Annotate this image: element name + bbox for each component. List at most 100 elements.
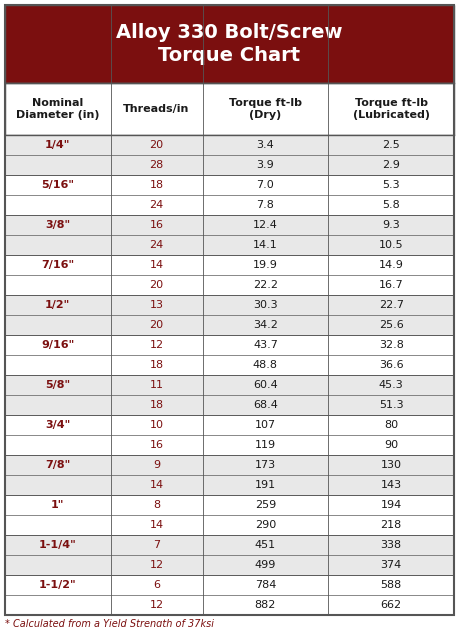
- Text: 194: 194: [381, 500, 402, 510]
- Text: 32.8: 32.8: [379, 340, 403, 350]
- Text: 5.3: 5.3: [382, 180, 400, 190]
- Text: 119: 119: [255, 440, 276, 450]
- Text: 882: 882: [255, 600, 276, 610]
- Bar: [5, 5, 454, 83]
- Bar: [5, 235, 454, 255]
- Bar: [5, 355, 454, 375]
- Text: 16.7: 16.7: [379, 280, 403, 290]
- Text: 191: 191: [255, 480, 276, 490]
- Text: 18: 18: [150, 400, 163, 410]
- Text: 3.9: 3.9: [257, 160, 274, 170]
- Text: 14: 14: [150, 260, 163, 270]
- Text: 3/4": 3/4": [45, 420, 70, 430]
- Text: 48.8: 48.8: [253, 360, 278, 370]
- Text: 784: 784: [255, 580, 276, 590]
- Text: 7/8": 7/8": [45, 460, 70, 470]
- Bar: [5, 195, 454, 215]
- Text: 499: 499: [255, 560, 276, 570]
- Text: 8: 8: [153, 500, 160, 510]
- Text: Alloy 330 Bolt/Screw
Torque Chart: Alloy 330 Bolt/Screw Torque Chart: [116, 23, 343, 65]
- Bar: [5, 515, 454, 535]
- Text: 24: 24: [150, 240, 164, 250]
- Text: 10.5: 10.5: [379, 240, 403, 250]
- Text: 13: 13: [150, 300, 163, 310]
- Text: 68.4: 68.4: [253, 400, 278, 410]
- Bar: [5, 395, 454, 415]
- Text: 3/8": 3/8": [45, 220, 70, 230]
- Text: 5/8": 5/8": [45, 380, 70, 390]
- Text: 20: 20: [150, 280, 163, 290]
- Bar: [5, 275, 454, 295]
- Text: 7.8: 7.8: [257, 200, 274, 210]
- Text: 107: 107: [255, 420, 276, 430]
- Bar: [5, 315, 454, 335]
- Bar: [5, 215, 454, 235]
- Text: 24: 24: [150, 200, 164, 210]
- Bar: [5, 575, 454, 595]
- Bar: [5, 83, 454, 135]
- Text: 28: 28: [150, 160, 164, 170]
- Text: 7: 7: [153, 540, 160, 550]
- Bar: [5, 535, 454, 555]
- Text: Nominal
Diameter (in): Nominal Diameter (in): [16, 98, 100, 120]
- Text: 1/2": 1/2": [45, 300, 70, 310]
- Bar: [5, 555, 454, 575]
- Text: 9: 9: [153, 460, 160, 470]
- Text: 5.8: 5.8: [382, 200, 400, 210]
- Text: 16: 16: [150, 440, 163, 450]
- Text: 20: 20: [150, 320, 163, 330]
- Text: 22.2: 22.2: [253, 280, 278, 290]
- Bar: [5, 175, 454, 195]
- Text: 43.7: 43.7: [253, 340, 278, 350]
- Text: 7.0: 7.0: [257, 180, 274, 190]
- Text: 12: 12: [150, 340, 163, 350]
- Text: 259: 259: [255, 500, 276, 510]
- Text: 25.6: 25.6: [379, 320, 403, 330]
- Text: Torque ft-lb
(Dry): Torque ft-lb (Dry): [229, 98, 302, 120]
- Text: 30.3: 30.3: [253, 300, 278, 310]
- Text: 14: 14: [150, 480, 163, 490]
- Text: 218: 218: [381, 520, 402, 530]
- Text: 36.6: 36.6: [379, 360, 403, 370]
- Text: 1-1/4": 1-1/4": [39, 540, 77, 550]
- Bar: [5, 155, 454, 175]
- Text: 22.7: 22.7: [379, 300, 403, 310]
- Text: 51.3: 51.3: [379, 400, 403, 410]
- Text: Torque ft-lb
(Lubricated): Torque ft-lb (Lubricated): [353, 98, 430, 120]
- Text: 60.4: 60.4: [253, 380, 278, 390]
- Text: 20: 20: [150, 140, 163, 150]
- Bar: [5, 595, 454, 615]
- Text: 5/16": 5/16": [41, 180, 74, 190]
- Text: 9/16": 9/16": [41, 340, 74, 350]
- Text: 2.9: 2.9: [382, 160, 400, 170]
- Bar: [5, 375, 454, 395]
- Bar: [5, 335, 454, 355]
- Text: 1/4": 1/4": [45, 140, 70, 150]
- Text: 34.2: 34.2: [253, 320, 278, 330]
- Bar: [5, 415, 454, 435]
- Text: 12: 12: [150, 560, 163, 570]
- Text: 14: 14: [150, 520, 163, 530]
- Text: 12: 12: [150, 600, 163, 610]
- Text: 2.5: 2.5: [382, 140, 400, 150]
- Text: 14.9: 14.9: [379, 260, 403, 270]
- Text: 290: 290: [255, 520, 276, 530]
- Text: 12.4: 12.4: [253, 220, 278, 230]
- Text: 18: 18: [150, 180, 163, 190]
- Text: 18: 18: [150, 360, 163, 370]
- Bar: [5, 295, 454, 315]
- Text: 19.9: 19.9: [253, 260, 278, 270]
- Bar: [5, 435, 454, 455]
- Bar: [5, 455, 454, 475]
- Text: 45.3: 45.3: [379, 380, 403, 390]
- Text: 1": 1": [51, 500, 64, 510]
- Text: 10: 10: [150, 420, 163, 430]
- Text: 338: 338: [381, 540, 402, 550]
- Text: 3.4: 3.4: [257, 140, 274, 150]
- Bar: [5, 135, 454, 155]
- Text: 173: 173: [255, 460, 276, 470]
- Text: 588: 588: [381, 580, 402, 590]
- Text: Threads/in: Threads/in: [123, 104, 190, 114]
- Text: * Calculated from a Yield Strength of 37ksi: * Calculated from a Yield Strength of 37…: [5, 619, 214, 627]
- Text: 11: 11: [150, 380, 163, 390]
